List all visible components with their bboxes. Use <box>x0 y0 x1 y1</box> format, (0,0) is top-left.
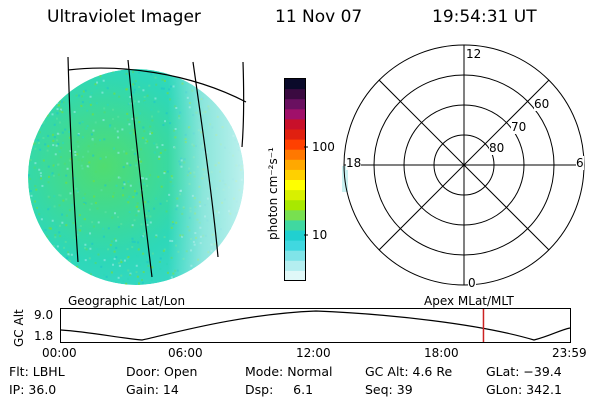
mlt-label-0: 0 <box>468 276 476 290</box>
polar-plot <box>342 44 585 286</box>
mlt-label-6: 6 <box>576 156 584 170</box>
seq-info: Seq: 39 <box>365 382 413 397</box>
mlt-label-12: 12 <box>466 47 482 61</box>
colorbar <box>284 78 308 281</box>
instrument-title: Ultraviolet Imager <box>47 7 201 27</box>
earth-image <box>28 56 247 285</box>
y-tick-1-8: 1.8 <box>34 329 54 343</box>
x-tick-2: 12:00 <box>296 346 331 360</box>
orbit-altitude-plot <box>60 308 571 343</box>
y-axis-label: GC Alt <box>12 309 26 347</box>
geo-grid-lines <box>67 56 247 278</box>
colorbar-unit-label: photon cm⁻²s⁻¹ <box>266 147 280 240</box>
polar-grid <box>343 44 585 286</box>
time-label: 19:54:31 UT <box>432 7 537 27</box>
orbit-left-label: Geographic Lat/Lon <box>68 294 186 308</box>
x-tick-4: 23:59 <box>552 346 587 360</box>
ip-info: IP: 36.0 <box>9 382 57 397</box>
gc-alt-info: GC Alt: 4.6 Re <box>365 364 453 379</box>
x-tick-1: 06:00 <box>168 346 203 360</box>
door-info: Door: Open <box>126 364 198 379</box>
lat-label-80: 80 <box>489 141 505 155</box>
glon-info: GLon: 342.1 <box>486 382 562 397</box>
mode-info: Mode: Normal <box>245 364 333 379</box>
y-tick-9: 9.0 <box>34 308 54 322</box>
filter-info: Flt: LBHL <box>9 364 65 379</box>
date-label: 11 Nov 07 <box>275 7 363 27</box>
mlt-label-18: 18 <box>346 156 362 170</box>
lat-label-70: 70 <box>511 120 527 134</box>
colorbar-tick-100: 100 <box>312 140 335 154</box>
x-tick-0: 00:00 <box>42 346 77 360</box>
colorbar-tick-10: 10 <box>312 228 328 242</box>
lat-label-60: 60 <box>534 97 550 111</box>
glat-info: GLat: −39.4 <box>486 364 562 379</box>
x-tick-3: 18:00 <box>424 346 459 360</box>
dsp-info: Dsp: 6.1 <box>245 382 314 397</box>
gain-info: Gain: 14 <box>126 382 179 397</box>
orbit-right-label: Apex MLat/MLT <box>424 294 514 308</box>
